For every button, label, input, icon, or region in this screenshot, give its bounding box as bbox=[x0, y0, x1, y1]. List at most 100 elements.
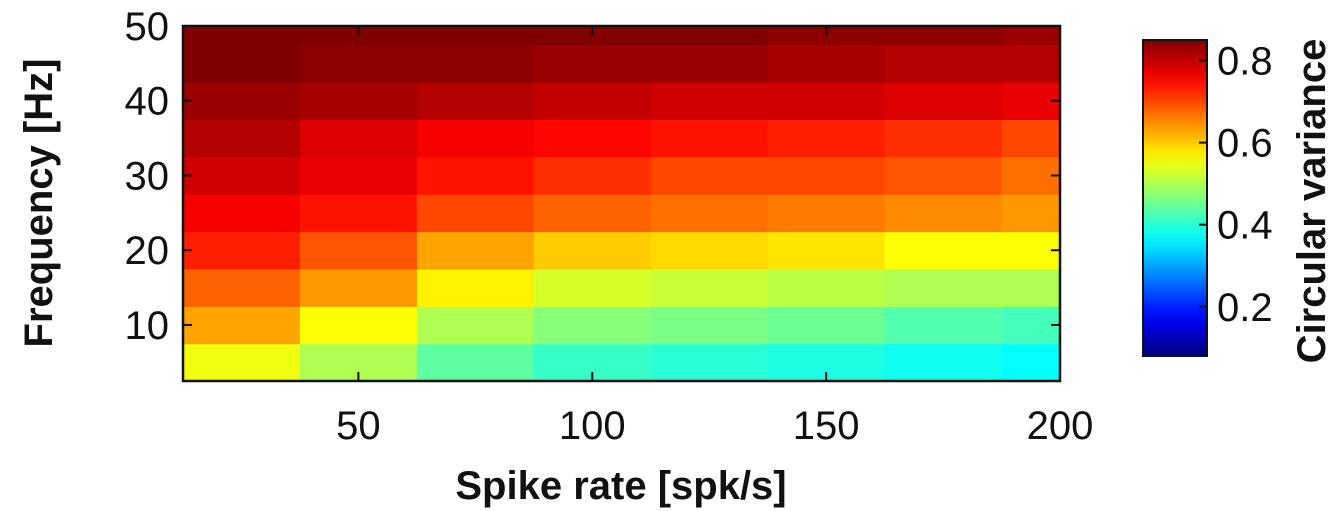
heatmap-cell bbox=[299, 26, 418, 46]
heatmap-cell bbox=[416, 306, 535, 345]
heatmap-cell bbox=[183, 156, 301, 195]
colorbar-tick-label: 0.4 bbox=[1217, 204, 1273, 248]
heatmap-cell bbox=[767, 26, 886, 46]
heatmap-cell bbox=[533, 231, 652, 270]
heatmap-cell bbox=[650, 194, 769, 233]
y-axis-label: Frequency [Hz] bbox=[17, 59, 61, 348]
heatmap-cell bbox=[1001, 156, 1061, 195]
heatmap-cell bbox=[299, 44, 418, 83]
heatmap-cell bbox=[650, 44, 769, 83]
heatmap-cell bbox=[533, 119, 652, 158]
heatmap-cell bbox=[1001, 119, 1061, 158]
heatmap-cell bbox=[1001, 268, 1061, 307]
heatmap-cell bbox=[299, 156, 418, 195]
y-tick-label: 10 bbox=[125, 304, 170, 348]
heatmap-cell bbox=[1001, 231, 1061, 270]
heatmap-cell bbox=[884, 119, 1003, 158]
heatmap-cell bbox=[533, 306, 652, 345]
heatmap-cell bbox=[767, 306, 886, 345]
heatmap-cell bbox=[299, 194, 418, 233]
x-axis: 50 100 150 200 bbox=[336, 26, 1093, 448]
heatmap-cell bbox=[767, 44, 886, 83]
heatmap-cell bbox=[650, 268, 769, 307]
heatmap-cell bbox=[884, 231, 1003, 270]
y-tick-label: 20 bbox=[125, 229, 170, 273]
heatmap-cell bbox=[1001, 26, 1061, 46]
heatmap-cell bbox=[183, 26, 301, 46]
colorbar-label: Circular variance bbox=[1290, 39, 1334, 364]
heatmap-cell bbox=[884, 82, 1003, 121]
y-tick-label: 50 bbox=[125, 5, 170, 49]
heatmap-cell bbox=[650, 306, 769, 345]
heatmap-cell bbox=[183, 44, 301, 83]
colorbar-tick-label: 0.6 bbox=[1217, 122, 1273, 166]
heatmap-cell bbox=[416, 194, 535, 233]
heatmap-cell bbox=[1001, 306, 1061, 345]
heatmap-cell bbox=[183, 231, 301, 270]
heatmap-cell bbox=[416, 82, 535, 121]
plot-frame bbox=[181, 24, 1062, 383]
heatmap-cells bbox=[183, 26, 1061, 382]
y-tick-label: 40 bbox=[125, 80, 170, 124]
heatmap-cell bbox=[884, 194, 1003, 233]
heatmap-cell bbox=[767, 268, 886, 307]
x-tick-label: 100 bbox=[559, 404, 626, 448]
heatmap-cell bbox=[183, 194, 301, 233]
heatmap-cell bbox=[1001, 194, 1061, 233]
x-axis-label: Spike rate [spk/s] bbox=[455, 464, 786, 508]
colorbar-ticks: 0.2 0.4 0.6 0.8 bbox=[1199, 40, 1273, 330]
heatmap-cell bbox=[767, 82, 886, 121]
heatmap-cell bbox=[533, 268, 652, 307]
heatmap-cell bbox=[884, 26, 1003, 46]
heatmap-cell bbox=[650, 156, 769, 195]
heatmap-cell bbox=[1001, 343, 1061, 382]
heatmap-cell bbox=[299, 82, 418, 121]
heatmap-cell bbox=[884, 156, 1003, 195]
heatmap-cell bbox=[183, 306, 301, 345]
x-tick-label: 200 bbox=[1027, 404, 1094, 448]
x-tick-label: 50 bbox=[336, 404, 381, 448]
y-tick-label: 30 bbox=[125, 154, 170, 198]
heatmap-cell bbox=[533, 26, 652, 46]
heatmap-cell bbox=[533, 82, 652, 121]
colorbar bbox=[1142, 39, 1208, 357]
heatmap-cell bbox=[416, 231, 535, 270]
colorbar-tick-label: 0.8 bbox=[1217, 40, 1273, 84]
heatmap-cell bbox=[1001, 82, 1061, 121]
heatmap-cell bbox=[299, 268, 418, 307]
heatmap-cell bbox=[767, 231, 886, 270]
heatmap-cell bbox=[299, 231, 418, 270]
heatmap-cell bbox=[884, 44, 1003, 83]
x-tick-label: 150 bbox=[793, 404, 860, 448]
heatmap-cell bbox=[416, 44, 535, 83]
heatmap-cell bbox=[650, 82, 769, 121]
y-axis: 10 20 30 40 50 bbox=[125, 5, 1060, 348]
heatmap-cell bbox=[767, 156, 886, 195]
heatmap-cell bbox=[299, 119, 418, 158]
heatmap-cell bbox=[884, 268, 1003, 307]
heatmap-cell bbox=[183, 268, 301, 307]
heatmap-cell bbox=[299, 306, 418, 345]
heatmap-cell bbox=[416, 119, 535, 158]
heatmap-cell bbox=[533, 44, 652, 83]
colorbar-tick-label: 0.2 bbox=[1217, 286, 1273, 330]
heatmap-cell bbox=[1001, 44, 1061, 83]
heatmap-cell bbox=[884, 343, 1003, 382]
heatmap-cell bbox=[183, 119, 301, 158]
heatmap-cell bbox=[533, 194, 652, 233]
heatmap-cell bbox=[650, 26, 769, 46]
heatmap-cell bbox=[533, 156, 652, 195]
heatmap-cell bbox=[183, 343, 301, 382]
heatmap-cell bbox=[650, 343, 769, 382]
heatmap-cell bbox=[767, 119, 886, 158]
heatmap-cell bbox=[416, 26, 535, 46]
heatmap-cell bbox=[767, 194, 886, 233]
heatmap-cell bbox=[650, 231, 769, 270]
heatmap-cell bbox=[183, 82, 301, 121]
heatmap-cell bbox=[416, 268, 535, 307]
heatmap-cell bbox=[416, 343, 535, 382]
heatmap-cell bbox=[650, 119, 769, 158]
heatmap-cell bbox=[416, 156, 535, 195]
heatmap-cell bbox=[884, 306, 1003, 345]
